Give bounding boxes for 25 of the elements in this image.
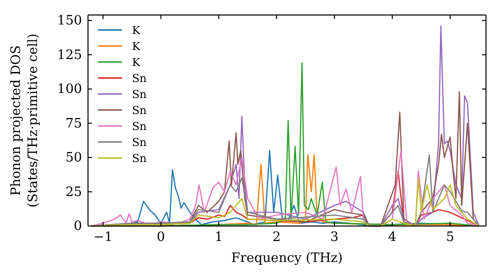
y-tick-label: 25	[65, 184, 82, 200]
legend-label: K	[132, 40, 141, 53]
x-tick-label: 4	[388, 230, 396, 246]
legend-label: Sn	[132, 136, 147, 149]
x-tick-label: 2	[272, 230, 281, 246]
y-tick-label: 125	[57, 48, 82, 63]
y-tick-label: 100	[57, 82, 82, 98]
y-tick-label: 150	[57, 14, 82, 29]
legend-label: Sn	[132, 152, 147, 165]
y-tick-label: 75	[65, 116, 82, 132]
x-tick-label: 0	[156, 230, 166, 246]
legend-label: Sn	[132, 72, 147, 85]
x-tick-label: 3	[330, 230, 339, 246]
x-tick-label: 1	[214, 230, 223, 246]
legend-label: K	[132, 24, 141, 37]
y-tick-label: 0	[74, 219, 82, 234]
legend-label: Sn	[132, 88, 147, 101]
legend-label: Sn	[132, 104, 147, 117]
y-tick-label: 50	[65, 150, 82, 166]
legend-label: Sn	[132, 120, 147, 133]
x-axis-title: Frequency (THz)	[231, 251, 343, 266]
x-tick-label: −1	[93, 230, 113, 246]
legend-label: K	[132, 56, 141, 69]
y-axis-title: Phonon projected DOS (States/THz·primitive cell)	[9, 33, 41, 208]
x-tick-label: 5	[446, 230, 454, 246]
